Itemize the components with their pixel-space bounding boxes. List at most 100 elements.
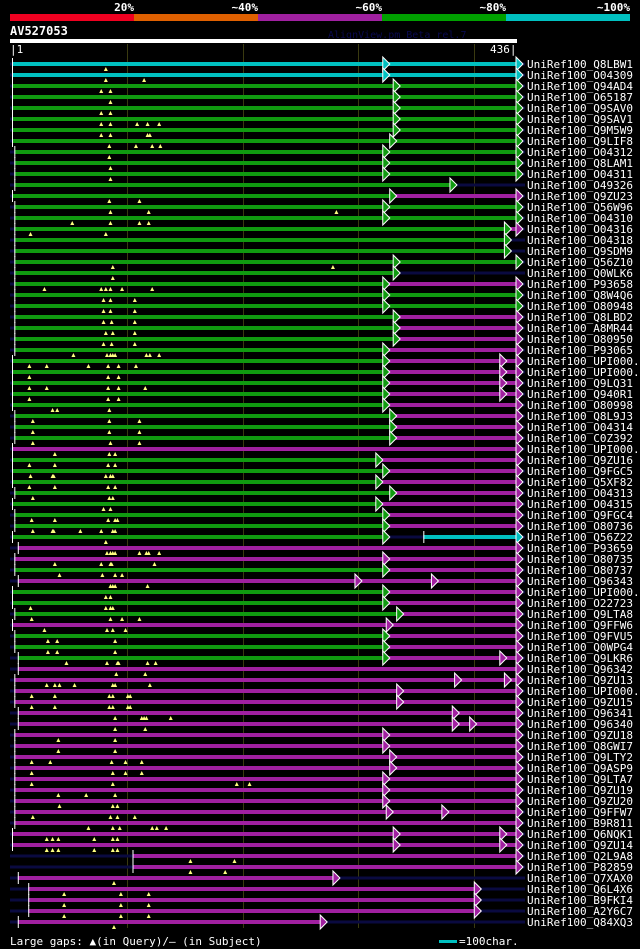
hit-row[interactable]: UniRef100_Q9ASP9 bbox=[10, 759, 633, 777]
hit-row[interactable]: UniRef100_Q8GWI7 bbox=[10, 737, 633, 755]
hit-label[interactable]: UniRef100_Q9ZU23 bbox=[527, 190, 633, 203]
hit-label[interactable]: UniRef100_Q0WPG4 bbox=[527, 641, 633, 654]
hit-label[interactable]: UniRef100_UPI000.. bbox=[527, 355, 640, 368]
hit-label[interactable]: UniRef100_Q56Z22 bbox=[527, 531, 633, 544]
hit-row[interactable]: UniRef100_Q9ZU15 bbox=[10, 693, 633, 711]
hit-row[interactable]: UniRef100_O65187 bbox=[10, 88, 633, 106]
hit-label[interactable]: UniRef100_Q9M5W9 bbox=[527, 124, 633, 137]
hit-row[interactable]: UniRef100_O04314 bbox=[10, 418, 633, 436]
hit-label[interactable]: UniRef100_O04310 bbox=[527, 212, 633, 225]
hit-label[interactable]: UniRef100_O04315 bbox=[527, 498, 633, 511]
hit-row[interactable]: UniRef100_Q9LKR6 bbox=[10, 649, 633, 667]
hit-row[interactable]: UniRef100_UPI000.. bbox=[10, 583, 640, 601]
hit-row[interactable]: UniRef100_O80735 bbox=[10, 550, 633, 568]
hit-label[interactable]: UniRef100_UPI000.. bbox=[527, 586, 640, 599]
hit-label[interactable]: UniRef100_Q9SAV1 bbox=[527, 113, 633, 126]
hit-label[interactable]: UniRef100_O22723 bbox=[527, 597, 633, 610]
hit-row[interactable]: UniRef100_Q9ZU19 bbox=[10, 781, 633, 799]
hit-row[interactable]: UniRef100_Q96341 bbox=[10, 704, 633, 722]
hit-label[interactable]: UniRef100_Q96340 bbox=[527, 718, 633, 731]
hit-row[interactable]: UniRef100_Q0WLK6 bbox=[10, 264, 633, 282]
hit-row[interactable]: UniRef100_O04315 bbox=[10, 495, 633, 513]
hit-label[interactable]: UniRef100_Q9LTY2 bbox=[527, 751, 633, 764]
hit-row[interactable]: UniRef100_P93065 bbox=[10, 341, 633, 359]
hit-label[interactable]: UniRef100_Q9ZU19 bbox=[527, 784, 633, 797]
hit-label[interactable]: UniRef100_Q94AD4 bbox=[527, 80, 633, 93]
hit-row[interactable]: UniRef100_Q6NQK1 bbox=[10, 825, 633, 843]
hit-row[interactable]: UniRef100_Q8LBD2 bbox=[10, 308, 633, 326]
hit-row[interactable]: UniRef100_Q9LTA8 bbox=[10, 605, 633, 623]
hit-label[interactable]: UniRef100_Q9FVU5 bbox=[527, 630, 633, 643]
hit-label[interactable]: UniRef100_Q0WLK6 bbox=[527, 267, 633, 280]
hit-label[interactable]: UniRef100_O65187 bbox=[527, 91, 633, 104]
hit-row[interactable]: UniRef100_Q9LQ31 bbox=[10, 374, 633, 392]
hit-label[interactable]: UniRef100_O80737 bbox=[527, 564, 633, 577]
hit-row[interactable]: UniRef100_UPI000.. bbox=[10, 440, 640, 458]
hit-label[interactable]: UniRef100_Q8LBW1 bbox=[527, 58, 633, 71]
hit-label[interactable]: UniRef100_P93658 bbox=[527, 278, 633, 291]
hit-label[interactable]: UniRef100_Q9FFW7 bbox=[527, 806, 633, 819]
hit-row[interactable]: UniRef100_Q9ZU13 bbox=[10, 671, 633, 689]
hit-label[interactable]: UniRef100_A8MR44 bbox=[527, 322, 633, 335]
hit-row[interactable]: UniRef100_Q9FFW6 bbox=[10, 616, 633, 634]
hit-row[interactable]: UniRef100_O04312 bbox=[10, 143, 633, 161]
hit-label[interactable]: UniRef100_Q9ASP9 bbox=[527, 762, 633, 775]
hit-label[interactable]: UniRef100_Q9ZU16 bbox=[527, 454, 633, 467]
hit-row[interactable]: UniRef100_Q56W96 bbox=[10, 198, 633, 216]
hit-row[interactable]: UniRef100_Q96342 bbox=[10, 660, 633, 678]
hit-row[interactable]: UniRef100_Q9SAV1 bbox=[10, 110, 633, 128]
hit-label[interactable]: UniRef100_O80950 bbox=[527, 333, 633, 346]
hit-label[interactable]: UniRef100_Q56Z10 bbox=[527, 256, 633, 269]
hit-row[interactable]: UniRef100_O80737 bbox=[10, 561, 633, 579]
hit-row[interactable]: UniRef100_O80950 bbox=[10, 330, 633, 348]
hit-label[interactable]: UniRef100_Q9ZU18 bbox=[527, 729, 633, 742]
hit-label[interactable]: UniRef100_B9FKI4 bbox=[527, 894, 633, 907]
hit-label[interactable]: UniRef100_Q9FGC4 bbox=[527, 509, 633, 522]
hit-label[interactable]: UniRef100_P93065 bbox=[527, 344, 633, 357]
hit-label[interactable]: UniRef100_Q84XQ3 bbox=[527, 916, 633, 929]
hit-row[interactable]: UniRef100_O49326 bbox=[10, 176, 633, 194]
hit-label[interactable]: UniRef100_Q2L9A8 bbox=[527, 850, 633, 863]
hit-row[interactable]: UniRef100_Q0WPG4 bbox=[10, 638, 633, 656]
hit-label[interactable]: UniRef100_Q9ZU13 bbox=[527, 674, 633, 687]
hit-row[interactable]: UniRef100_Q9ZU20 bbox=[10, 792, 633, 810]
hit-row[interactable]: UniRef100_Q940R1 bbox=[10, 385, 633, 403]
hit-label[interactable]: UniRef100_O04316 bbox=[527, 223, 633, 236]
hit-label[interactable]: UniRef100_O04311 bbox=[527, 168, 633, 181]
hit-row[interactable]: UniRef100_Q9M5W9 bbox=[10, 121, 633, 139]
hit-row[interactable]: UniRef100_Q8W4Q6 bbox=[10, 286, 633, 304]
hit-row[interactable]: UniRef100_A8MR44 bbox=[10, 319, 633, 337]
hit-label[interactable]: UniRef100_Q9SAV0 bbox=[527, 102, 633, 115]
hit-label[interactable]: UniRef100_O49326 bbox=[527, 179, 633, 192]
hit-row[interactable]: UniRef100_Q9ZU23 bbox=[10, 187, 633, 205]
hit-row[interactable]: UniRef100_Q9FVU5 bbox=[10, 627, 633, 645]
hit-row[interactable]: UniRef100_Q9ZU18 bbox=[10, 726, 633, 744]
hit-row[interactable]: UniRef100_B9FKI4 bbox=[10, 891, 633, 909]
hit-label[interactable]: UniRef100_UPI000.. bbox=[527, 443, 640, 456]
hit-row[interactable]: UniRef100_Q6L4X6 bbox=[10, 880, 633, 898]
hit-row[interactable]: UniRef100_O04316 bbox=[10, 220, 633, 238]
hit-label[interactable]: UniRef100_O04318 bbox=[527, 234, 633, 247]
hit-label[interactable]: UniRef100_Q96342 bbox=[527, 663, 633, 676]
hit-row[interactable]: UniRef100_Q2L9A8 bbox=[10, 847, 633, 865]
hit-label[interactable]: UniRef100_Q8LBD2 bbox=[527, 311, 633, 324]
hit-row[interactable]: UniRef100_Q96343 bbox=[10, 572, 633, 590]
hit-label[interactable]: UniRef100_Q9SDM9 bbox=[527, 245, 633, 258]
hit-label[interactable]: UniRef100_Q6NQK1 bbox=[527, 828, 633, 841]
hit-label[interactable]: UniRef100_Q9FFW6 bbox=[527, 619, 633, 632]
hit-label[interactable]: UniRef100_B9R811 bbox=[527, 817, 633, 830]
hit-row[interactable]: UniRef100_B9R811 bbox=[10, 814, 633, 832]
hit-label[interactable]: UniRef100_Q9LTA8 bbox=[527, 608, 633, 621]
hit-row[interactable]: UniRef100_P93658 bbox=[10, 275, 633, 293]
hit-label[interactable]: UniRef100_Q8L9J3 bbox=[527, 410, 633, 423]
hit-row[interactable]: UniRef100_Q5XF82 bbox=[10, 473, 633, 491]
hit-row[interactable]: UniRef100_O04313 bbox=[10, 484, 633, 502]
hit-label[interactable]: UniRef100_Q6L4X6 bbox=[527, 883, 633, 896]
hit-row[interactable]: UniRef100_Q9ZU14 bbox=[10, 836, 633, 854]
hit-row[interactable]: UniRef100_P93659 bbox=[10, 539, 633, 557]
hit-row[interactable]: UniRef100_UPI000.. bbox=[10, 363, 640, 381]
hit-label[interactable]: UniRef100_Q940R1 bbox=[527, 388, 633, 401]
hit-row[interactable]: UniRef100_Q96340 bbox=[10, 715, 633, 733]
hit-row[interactable]: UniRef100_Q7XAX0 bbox=[10, 869, 633, 887]
hit-label[interactable]: UniRef100_O80998 bbox=[527, 399, 633, 412]
